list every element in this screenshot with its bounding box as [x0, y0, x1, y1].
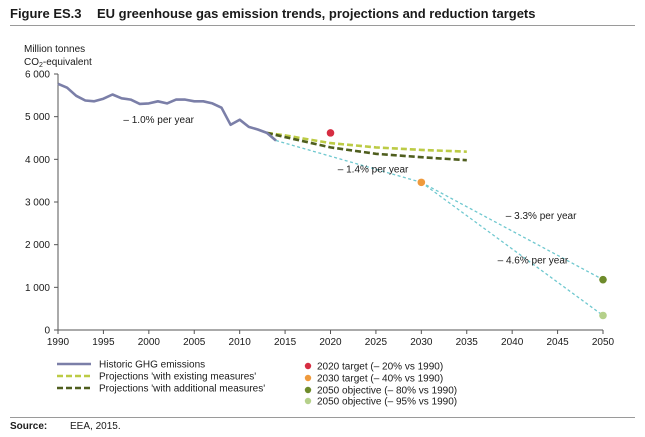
legend-label-target-3: 2050 objective (– 80% vs 1990): [317, 386, 457, 397]
y-tick-label: 1 000: [25, 283, 50, 294]
trajectory-line-2: [421, 181, 604, 281]
x-tick-label: 2035: [456, 337, 479, 348]
trajectory-lines: [275, 139, 604, 317]
y-axis-label-co: CO: [24, 57, 39, 68]
y-axis-label-line2: CO2-equivalent: [24, 57, 92, 69]
x-tick-label: 2005: [183, 337, 206, 348]
y-axis-label-sub: 2: [39, 62, 43, 69]
y-axis-ticks: 0 1 000 2 000 3 000 4 000 5 000 6 000: [25, 70, 58, 337]
historic-emissions-line: [57, 82, 277, 142]
source-label: Source:: [10, 421, 48, 432]
axes: [57, 74, 603, 331]
x-tick-label: 2050: [592, 337, 615, 348]
x-tick-label: 2000: [138, 337, 161, 348]
y-axis-label-post: -equivalent: [43, 57, 92, 68]
y-tick-label: 5 000: [25, 112, 50, 123]
rate-annotation-3: – 3.3% per year: [506, 211, 577, 222]
existing-measures-line: [266, 131, 467, 153]
additional-measures-line: [266, 131, 467, 162]
figure-title: EU greenhouse gas emission trends, proje…: [97, 6, 536, 21]
x-tick-label: 1995: [92, 337, 115, 348]
x-tick-label: 1990: [47, 337, 70, 348]
x-tick-label: 2010: [229, 337, 252, 348]
legend-label-target-4: 2050 objective (– 95% vs 1990): [317, 397, 457, 408]
legend-label-series-3: Projections 'with additional measures': [99, 384, 265, 395]
rate-annotation-2: – 1.4% per year: [338, 165, 409, 176]
target-point-4: [599, 311, 607, 320]
y-tick-label: 6 000: [25, 70, 50, 81]
x-tick-label: 2020: [319, 337, 342, 348]
series-lines: [57, 82, 467, 162]
target-points: [326, 129, 607, 320]
figure-header: Figure ES.3 EU greenhouse gas emission tr…: [10, 6, 535, 21]
y-tick-label: 3 000: [25, 198, 50, 209]
legend-swatch-target-4: [304, 397, 312, 405]
x-tick-label: 2030: [410, 337, 433, 348]
rate-annotation-4: – 4.6% per year: [498, 255, 569, 266]
emissions-chart: Million tonnes CO2-equivalent 0 1 000 2 00…: [24, 44, 615, 408]
legend-label-target-1: 2020 target (– 20% vs 1990): [317, 362, 443, 373]
legend-label-series-1: Historic GHG emissions: [99, 360, 205, 371]
y-tick-label: 2 000: [25, 240, 50, 251]
trajectory-line-3: [420, 181, 604, 317]
legend-label-series-2: Projections 'with existing measures': [99, 372, 256, 383]
y-tick-label: 0: [44, 326, 50, 337]
x-axis-ticks: 1990 1995 2000 2005 2010 2015 2020 2025 2030 2035…: [47, 330, 615, 348]
x-tick-label: 2045: [546, 337, 569, 348]
target-point-1: [326, 129, 335, 137]
rate-annotation-1: – 1.0% per year: [123, 115, 194, 126]
legend-swatch-target-1: [304, 362, 312, 370]
header-rule: [10, 25, 635, 26]
trajectory-line-1: [275, 139, 422, 183]
target-point-3: [599, 275, 607, 284]
source-note: Source: EEA, 2015.: [10, 421, 121, 432]
legend-swatch-target-2: [304, 374, 312, 382]
legend-swatch-target-3: [304, 386, 312, 394]
y-axis-label-line1: Million tonnes: [24, 44, 85, 55]
source-text: EEA, 2015.: [70, 421, 121, 432]
rate-annotations: – 1.0% per year – 1.4% per year – 3.3% per…: [123, 115, 577, 266]
x-tick-label: 2025: [365, 337, 388, 348]
target-point-2: [417, 178, 426, 187]
x-tick-label: 2040: [501, 337, 524, 348]
x-tick-label: 2015: [274, 337, 297, 348]
legend-label-target-2: 2030 target (– 40% vs 1990): [317, 374, 443, 385]
y-axis-label: Million tonnes CO2-equivalent: [24, 44, 92, 69]
footer-rule: [10, 417, 635, 418]
y-tick-label: 4 000: [25, 155, 50, 166]
figure-number: Figure ES.3: [10, 6, 82, 21]
